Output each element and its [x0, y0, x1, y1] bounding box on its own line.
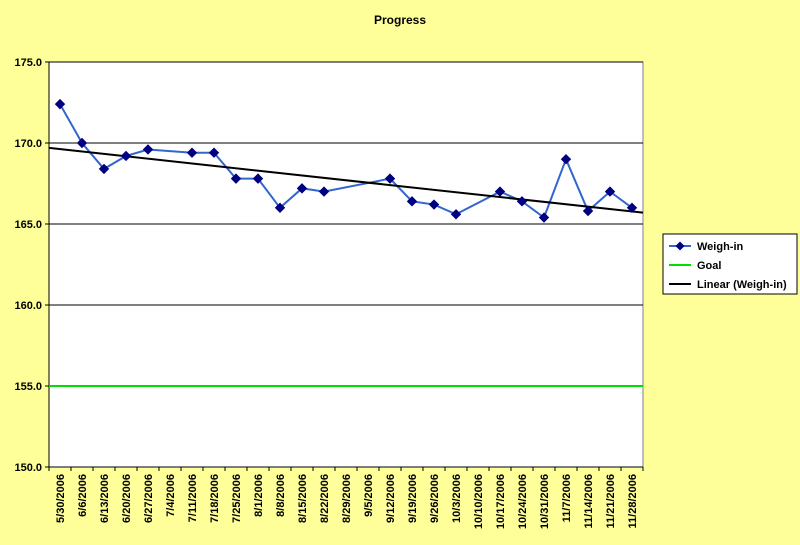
weigh-in-point	[142, 144, 154, 155]
trend-line	[48, 146, 644, 214]
x-tick-label: 11/7/2006	[561, 474, 573, 522]
weigh-in-point	[208, 147, 220, 158]
y-tick-label: 170.0	[14, 138, 42, 150]
x-tick-label: 8/15/2006	[297, 474, 309, 523]
weigh-in-point	[406, 196, 418, 207]
weigh-in-point	[186, 147, 198, 158]
weigh-in-point	[120, 150, 132, 162]
x-tick-label: 5/30/2006	[55, 474, 67, 523]
x-tick-label: 10/17/2006	[495, 474, 507, 529]
x-tick-label: 7/11/2006	[187, 474, 199, 522]
weigh-in-point	[76, 137, 88, 149]
legend-label: Weigh-in	[697, 241, 744, 253]
y-tick-label: 165.0	[14, 219, 42, 231]
weigh-in-point	[230, 173, 242, 184]
weigh-in-point	[516, 196, 528, 207]
x-tick-label: 11/14/2006	[583, 474, 595, 528]
weigh-in-point	[494, 186, 506, 197]
y-tick-label: 150.0	[14, 462, 42, 474]
y-tick-label: 155.0	[14, 381, 42, 393]
x-tick-label: 9/26/2006	[429, 474, 441, 523]
x-tick-label: 6/27/2006	[143, 474, 155, 523]
x-tick-label: 6/13/2006	[99, 474, 111, 523]
weigh-in-point	[274, 202, 286, 214]
weigh-in-point	[98, 163, 110, 175]
weigh-in-point	[604, 186, 616, 197]
weigh-in-point	[252, 173, 264, 184]
x-tick-label: 10/24/2006	[517, 474, 529, 529]
chart-title: Progress	[374, 13, 426, 27]
legend-label: Linear (Weigh-in)	[697, 279, 787, 291]
x-tick-label: 7/25/2006	[231, 474, 243, 523]
x-tick-label: 7/4/2006	[165, 474, 177, 517]
x-tick-label: 8/8/2006	[275, 474, 287, 517]
x-tick-label: 6/20/2006	[121, 474, 133, 523]
y-tick-label: 175.0	[14, 57, 42, 69]
x-tick-label: 11/21/2006	[605, 474, 617, 528]
legend-label: Goal	[697, 260, 721, 272]
weigh-in-point	[428, 199, 440, 210]
weigh-in-point	[450, 209, 462, 220]
weigh-in-point	[626, 202, 638, 214]
x-tick-label: 9/12/2006	[385, 474, 397, 523]
weigh-in-point	[560, 153, 572, 165]
x-tick-label: 8/22/2006	[319, 474, 331, 523]
weigh-in-point	[538, 212, 550, 223]
legend-marker	[675, 241, 685, 251]
weigh-in-point	[296, 183, 308, 194]
x-tick-label: 9/5/2006	[363, 474, 375, 517]
x-tick-label: 10/3/2006	[451, 474, 463, 523]
y-tick-label: 160.0	[14, 300, 42, 312]
weigh-in-point	[54, 98, 66, 110]
x-tick-label: 7/18/2006	[209, 474, 221, 523]
x-tick-label: 10/10/2006	[473, 474, 485, 529]
x-tick-label: 10/31/2006	[539, 474, 551, 529]
weigh-in-point	[318, 186, 330, 197]
x-tick-label: 9/19/2006	[407, 474, 419, 523]
x-tick-label: 11/28/2006	[627, 474, 639, 528]
weigh-in-point	[582, 205, 594, 217]
x-tick-label: 6/6/2006	[77, 474, 89, 517]
weigh-in-point	[384, 173, 396, 184]
x-tick-label: 8/29/2006	[341, 474, 353, 523]
x-tick-label: 8/1/2006	[253, 474, 265, 517]
plot-area	[48, 61, 644, 468]
